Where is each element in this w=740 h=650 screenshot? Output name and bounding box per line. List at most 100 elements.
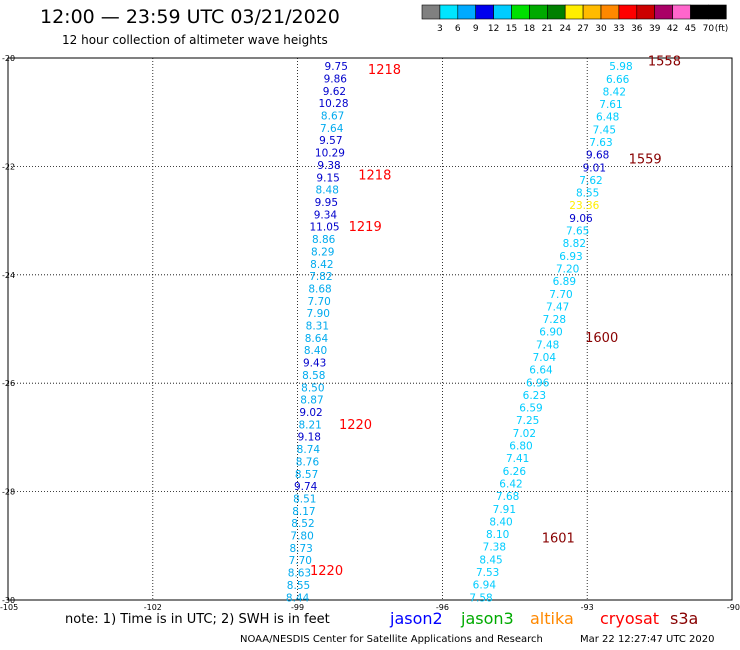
- wave-height-label: 8.82: [563, 238, 586, 250]
- scale-label: 45: [685, 24, 696, 34]
- wave-height-label: 8.42: [310, 259, 333, 271]
- wave-height-label: 8.45: [479, 554, 502, 566]
- lon-tick-label: -105: [0, 603, 18, 612]
- map-title: 12:00 — 23:59 UTC 03/21/2020: [40, 6, 340, 28]
- lon-tick-label: -102: [144, 603, 162, 612]
- wave-height-label: 8.63: [288, 568, 311, 580]
- wave-height-label: 8.76: [296, 456, 320, 468]
- wave-height-label: 6.96: [526, 377, 550, 389]
- wave-height-label: 7.80: [290, 531, 313, 543]
- scale-swatch: [708, 4, 727, 20]
- wave-height-label: 8.50: [301, 382, 324, 394]
- wave-height-label: 7.58: [469, 592, 492, 604]
- wave-height-label: 8.67: [321, 111, 344, 123]
- scale-label: 42: [667, 24, 678, 34]
- wave-height-label: 9.18: [298, 432, 321, 444]
- scale-swatch: [529, 4, 548, 20]
- wave-height-label: 7.91: [493, 504, 516, 516]
- map-frame: [7, 57, 733, 601]
- scale-swatch: [457, 4, 476, 20]
- legend-s3a: s3a: [670, 609, 699, 628]
- wave-height-label: 8.40: [489, 516, 512, 528]
- scale-label: 27: [577, 24, 588, 34]
- wave-height-label: 7.25: [516, 415, 539, 427]
- pass-time-label: 1600: [585, 331, 618, 346]
- wave-height-label: 7.61: [599, 99, 622, 111]
- wave-height-label: 10.29: [315, 148, 345, 160]
- track-west: 9.759.869.6210.288.677.649.5710.299.389.…: [286, 61, 349, 604]
- wave-height-label: 7.38: [483, 542, 506, 554]
- lat-tick-label: -20: [2, 54, 15, 63]
- lon-tick-label: -96: [436, 603, 449, 612]
- wave-height-label: 6.94: [473, 580, 497, 592]
- color-scale-labels: 3 6 9 12 15 18 21 24 27 30 33 36 39 42 45 70 (ft): [437, 24, 728, 34]
- wave-height-label: 8.87: [300, 395, 323, 407]
- wave-height-label: 8.57: [295, 469, 318, 481]
- scale-label: 30: [595, 24, 607, 34]
- wave-height-label: 8.17: [292, 506, 315, 518]
- lon-tick-label: -93: [581, 603, 594, 612]
- legend-altika: altika: [530, 609, 574, 628]
- wave-height-label: 6.90: [539, 327, 562, 339]
- scale-swatch: [475, 4, 494, 20]
- wave-height-label: 8.31: [306, 321, 329, 333]
- scale-label: 18: [524, 24, 536, 34]
- wave-height-label: 9.02: [299, 407, 322, 419]
- scale-label: 36: [631, 24, 643, 34]
- lat-tick-label: -30: [2, 596, 15, 605]
- wave-height-label: 8.68: [308, 283, 331, 295]
- wave-height-label: 9.68: [586, 150, 609, 162]
- wave-height-label: 9.01: [583, 162, 606, 174]
- map-subtitle: 12 hour collection of altimeter wave hei…: [62, 33, 328, 47]
- scale-swatch: [493, 4, 512, 20]
- wave-height-label: 6.89: [553, 276, 576, 288]
- scale-swatch: [546, 4, 566, 20]
- lat-tick-label: -26: [2, 379, 15, 388]
- wave-height-label: 9.62: [323, 86, 346, 98]
- lon-tick-label: -90: [727, 603, 740, 612]
- wave-height-label: 8.42: [603, 86, 626, 98]
- wave-height-label: 7.90: [307, 308, 330, 320]
- pass-time-label: 1558: [648, 55, 681, 70]
- wave-height-label: 8.48: [316, 185, 339, 197]
- wave-height-label: 7.68: [496, 491, 519, 503]
- wave-height-label: 7.53: [476, 567, 499, 579]
- scale-label: 9: [473, 24, 479, 34]
- scale-swatch: [439, 4, 459, 20]
- wave-height-label: 8.74: [297, 444, 321, 456]
- wave-height-label: 10.28: [318, 98, 348, 110]
- scale-swatch: [582, 4, 602, 20]
- scale-label: 70: [703, 24, 715, 34]
- wave-height-label: 6.64: [529, 365, 553, 377]
- scale-swatch: [672, 4, 691, 20]
- wave-height-label: 6.42: [499, 478, 522, 490]
- wave-height-label: 7.48: [536, 339, 559, 351]
- wave-height-label: 6.48: [596, 112, 619, 124]
- wave-height-label: 7.04: [533, 352, 557, 364]
- wave-height-label: 6.66: [606, 74, 630, 86]
- wave-height-label: 9.95: [315, 197, 338, 209]
- lat-tick-label: -24: [2, 271, 15, 280]
- scale-swatch: [618, 4, 638, 20]
- lat-tick-label: -22: [2, 162, 15, 171]
- color-scale-bar: [421, 4, 727, 20]
- wave-height-label: 6.23: [523, 390, 546, 402]
- time-labels: 1218 1218 1219 1220 1220 1558 1559 1600 1601: [310, 55, 681, 579]
- wave-height-label: 8.86: [312, 234, 336, 246]
- legend-jason2: jason2: [390, 609, 443, 628]
- wave-height-label: 8.55: [576, 188, 599, 200]
- wave-height-label: 7.62: [579, 175, 602, 187]
- legend-jason3: jason3: [461, 609, 514, 628]
- credit-line: NOAA/NESDIS Center for Satellite Applica…: [240, 634, 543, 645]
- wave-height-label: 7.41: [506, 453, 529, 465]
- wave-height-label: 5.98: [609, 61, 632, 73]
- wave-height-label: 8.52: [291, 518, 314, 530]
- wave-height-label: 7.20: [556, 263, 579, 275]
- wave-height-label: 8.51: [293, 493, 316, 505]
- pass-time-label: 1219: [349, 220, 382, 235]
- wave-height-label: 7.45: [593, 124, 616, 136]
- map-grid: [7, 57, 733, 601]
- wave-height-label: 7.02: [513, 428, 536, 440]
- scale-swatch: [511, 4, 530, 20]
